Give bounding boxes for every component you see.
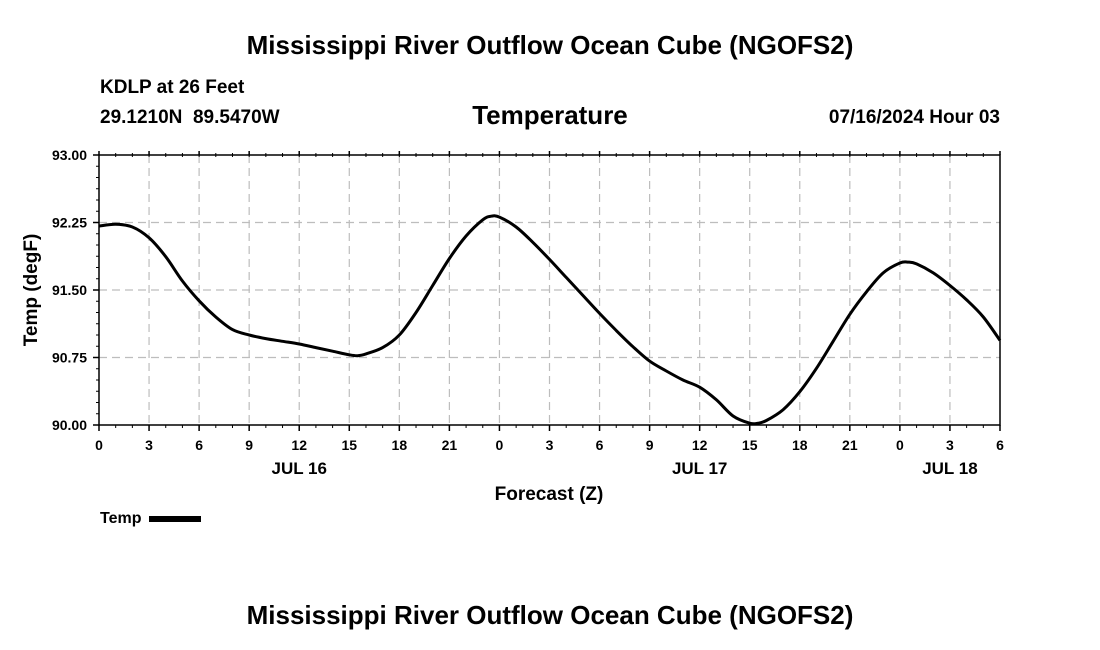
- y-tick-label: 90.75: [52, 350, 87, 366]
- legend-label: Temp: [100, 510, 142, 527]
- plot-frame: [98, 154, 1001, 426]
- x-tick-label: 9: [646, 437, 654, 453]
- x-tick-label: 21: [842, 437, 858, 453]
- x-tick-label: 15: [742, 437, 758, 453]
- x-tick-label: 9: [245, 437, 253, 453]
- y-tick-label: 93.00: [52, 147, 87, 163]
- x-tick-label: 21: [442, 437, 458, 453]
- x-tick-label: 18: [392, 437, 408, 453]
- y-tick-label: 92.25: [52, 215, 87, 231]
- x-tick-label: 0: [95, 437, 103, 453]
- grid-layer: [99, 155, 1000, 425]
- date-label: JUL 16: [271, 459, 326, 478]
- date-label: JUL 17: [672, 459, 727, 478]
- legend-swatch: [149, 516, 202, 522]
- tick-layer: [93, 151, 1001, 431]
- x-tick-label: 3: [546, 437, 554, 453]
- x-tick-label: 6: [996, 437, 1004, 453]
- x-tick-label: 0: [896, 437, 904, 453]
- label-layer: 90.00 90.75 91.50 92.25 93.00 0 3 6 9 12 15 18 21 0 3 6…: [52, 147, 1004, 478]
- footer-title: Mississippi River Outflow Ocean Cube (NG…: [246, 600, 854, 630]
- date-label: JUL 18: [922, 459, 977, 478]
- temp-series-line: [98, 214, 1002, 426]
- temperature-chart: 90.00 90.75 91.50 92.25 93.00 0 3 6 9 12 15 18 21 0 3 6…: [21, 147, 1004, 505]
- x-tick-label: 18: [792, 437, 808, 453]
- y-tick-label: 90.00: [52, 417, 87, 433]
- x-tick-label: 3: [946, 437, 954, 453]
- main-title: Mississippi River Outflow Ocean Cube (NG…: [246, 30, 854, 60]
- chart-subtitle: Temperature: [472, 100, 628, 130]
- x-tick-label: 12: [291, 437, 307, 453]
- datetime-label: 07/16/2024 Hour 03: [828, 107, 1000, 128]
- x-tick-label: 6: [195, 437, 203, 453]
- coordinates-label: 29.1210N 89.5470W: [100, 107, 280, 128]
- station-label: KDLP at 26 Feet: [100, 77, 245, 98]
- x-tick-label: 3: [145, 437, 153, 453]
- x-tick-label: 6: [596, 437, 604, 453]
- x-tick-label: 12: [692, 437, 708, 453]
- y-tick-label: 91.50: [52, 282, 87, 298]
- y-axis-label: Temp (degF): [21, 234, 42, 347]
- x-tick-label: 0: [496, 437, 504, 453]
- x-tick-label: 15: [341, 437, 357, 453]
- legend: Temp: [100, 510, 202, 528]
- x-axis-label: Forecast (Z): [495, 484, 604, 505]
